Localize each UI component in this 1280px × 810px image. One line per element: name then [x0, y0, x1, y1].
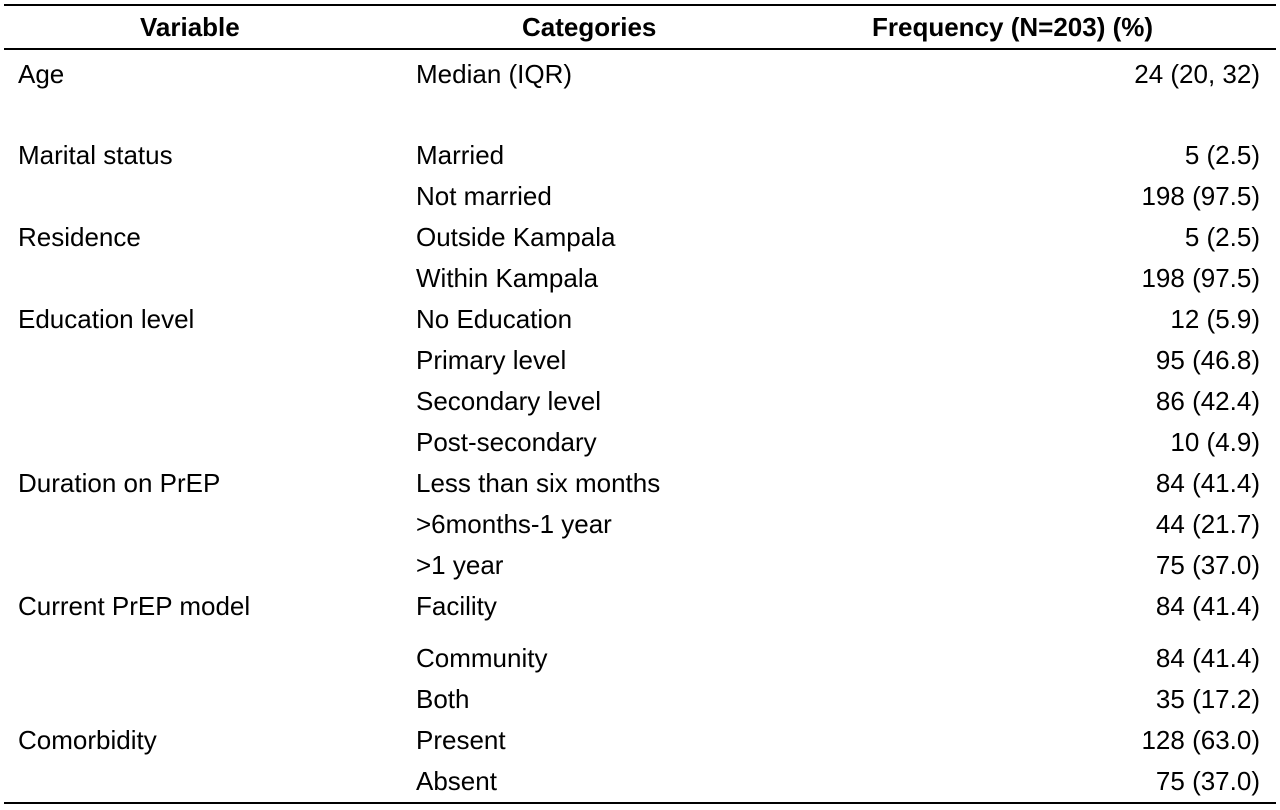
row-frequency-cell: 198 (97.5) [1141, 263, 1260, 293]
column-header-categories: Categories [522, 12, 657, 42]
row-category-cell: No Education [416, 304, 573, 334]
row-variable-cell: Age [18, 59, 65, 89]
row-variable-cell: Residence [18, 222, 141, 252]
row-category-cell: Secondary level [416, 386, 601, 416]
row-category-cell: >1 year [416, 550, 504, 580]
row-frequency-cell: 10 (4.9) [1170, 427, 1260, 457]
row-variable-cell: Marital status [18, 140, 173, 170]
row-frequency-cell: 75 (37.0) [1155, 766, 1260, 796]
row-category-cell: Not married [416, 181, 552, 211]
row-frequency-cell: 84 (41.4) [1155, 468, 1260, 498]
row-frequency-cell: 5 (2.5) [1184, 140, 1260, 170]
row-category-cell: Community [416, 643, 548, 673]
row-variable-cell: Comorbidity [18, 725, 157, 755]
row-frequency-cell: 5 (2.5) [1184, 222, 1260, 252]
row-variable-cell: Education level [18, 304, 195, 334]
row-category-cell: Married [416, 140, 505, 170]
row-frequency-cell: 84 (41.4) [1155, 591, 1260, 621]
row-frequency-cell: 95 (46.8) [1155, 345, 1260, 375]
table-bottom-rule [4, 802, 1276, 804]
row-category-cell: Within Kampala [416, 263, 599, 293]
row-frequency-cell: 35 (17.2) [1155, 684, 1260, 714]
column-header-frequency: Frequency (N=203) (%) [872, 12, 1154, 42]
row-category-cell: Facility [416, 591, 497, 621]
row-frequency-cell: 44 (21.7) [1155, 509, 1260, 539]
row-frequency-cell: 75 (37.0) [1155, 550, 1260, 580]
row-category-cell: Present [416, 725, 506, 755]
row-category-cell: Primary level [416, 345, 567, 375]
row-category-cell: Post-secondary [416, 427, 597, 457]
row-frequency-cell: 24 (20, 32) [1134, 59, 1260, 89]
table-top-rule [4, 4, 1276, 6]
row-category-cell: >6months-1 year [416, 509, 612, 539]
row-category-cell: Both [416, 684, 470, 714]
row-frequency-cell: 86 (42.4) [1155, 386, 1260, 416]
row-frequency-cell: 12 (5.9) [1170, 304, 1260, 334]
row-variable-cell: Duration on PrEP [18, 468, 221, 498]
row-variable-cell: Current PrEP model [18, 591, 251, 621]
row-category-cell: Absent [416, 766, 497, 796]
row-frequency-cell: 84 (41.4) [1155, 643, 1260, 673]
column-header-variable: Variable [140, 12, 240, 42]
row-category-cell: Median (IQR) [416, 59, 573, 89]
header-bottom-rule [4, 48, 1276, 50]
row-frequency-cell: 128 (63.0) [1141, 725, 1260, 755]
row-category-cell: Less than six months [416, 468, 661, 498]
row-category-cell: Outside Kampala [416, 222, 616, 252]
row-frequency-cell: 198 (97.5) [1141, 181, 1260, 211]
